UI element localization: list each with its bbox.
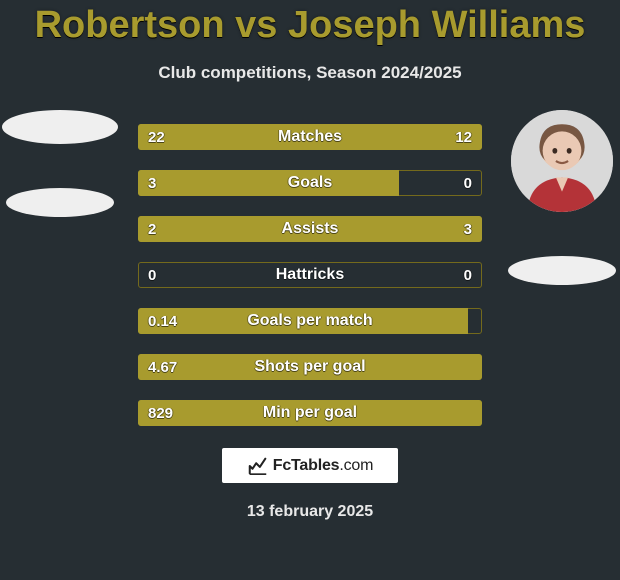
date-text: 13 february 2025 <box>0 503 620 521</box>
subtitle: Club competitions, Season 2024/2025 <box>0 63 620 83</box>
player-left-column <box>0 110 120 217</box>
player-left-avatar-bottom <box>6 188 114 217</box>
bar-right-fill <box>362 124 482 150</box>
stat-row: 4.67Shots per goal <box>138 354 482 380</box>
stat-row: 829Min per goal <box>138 400 482 426</box>
comparison-bars: 2212Matches 30Goals 23Assists 00Hattricks 0.… <box>138 124 482 446</box>
person-icon <box>511 110 613 212</box>
brand-text: FcTables.com <box>273 457 373 475</box>
stat-row: 00Hattricks <box>138 262 482 288</box>
stat-row: 0.14Goals per match <box>138 308 482 334</box>
stat-row: 30Goals <box>138 170 482 196</box>
bar-right-fill <box>276 216 482 242</box>
stat-row: 2212Matches <box>138 124 482 150</box>
player-left-avatar-top <box>2 110 118 144</box>
player-right-column <box>502 110 620 285</box>
bar-left-fill <box>138 170 399 196</box>
stat-row: 23Assists <box>138 216 482 242</box>
bar-fill <box>138 400 482 426</box>
page-title: Robertson vs Joseph Williams <box>0 0 620 47</box>
bar-left-fill <box>138 216 276 242</box>
bar-left-fill <box>138 308 468 334</box>
bar-left-fill <box>138 124 362 150</box>
bar-track <box>138 262 482 288</box>
brand-badge: FcTables.com <box>222 448 398 483</box>
player-right-oval <box>508 256 616 285</box>
bar-fill <box>138 354 482 380</box>
player-right-photo <box>511 110 613 212</box>
chart-icon <box>247 455 269 477</box>
